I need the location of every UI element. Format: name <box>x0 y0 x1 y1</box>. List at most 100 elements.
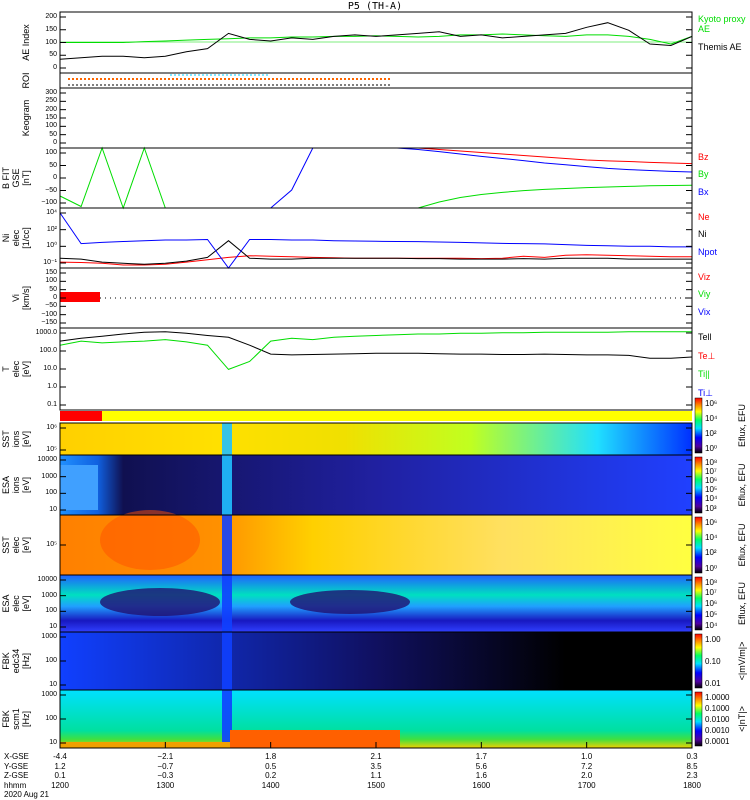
mode-bar-red <box>60 411 102 421</box>
series-line-npot <box>59 212 692 269</box>
colorbar-sst-elec <box>694 516 703 574</box>
y-tick-label: 200 <box>45 105 57 113</box>
ylabel-esa-elec: ESA <box>1 594 11 612</box>
y-tick-label: 1000 <box>41 591 57 599</box>
date-label: 2020 Aug 21 <box>4 790 49 799</box>
colorbar-fbk-edc34 <box>694 633 703 689</box>
y-tick-label: 150 <box>45 269 57 276</box>
panel-frame-roi <box>59 72 693 89</box>
colorbar-label: Eflux, EFU <box>737 582 747 625</box>
panel-frame-keogram <box>59 87 693 149</box>
legend-ni: Ni <box>698 229 707 240</box>
colorbar-tick-label: 0.0001 <box>705 736 730 746</box>
panel-frame-ni <box>59 207 693 269</box>
y-tick-label: 0 <box>53 294 57 301</box>
y-tick-label: 100 <box>45 607 57 615</box>
y-tick-label: 50 <box>49 51 57 59</box>
sst-elec-blob <box>100 510 200 570</box>
x-axis-value: 0.5 <box>265 761 277 771</box>
colorbar-tick-label: 0.0100 <box>705 714 730 724</box>
y-tick-label: 300 <box>45 89 57 96</box>
x-axis-value: 7.2 <box>581 761 593 771</box>
y-tick-label: 10.0 <box>43 365 57 372</box>
y-tick-label: 1.0 <box>47 383 57 390</box>
colorbar-label: Eflux, EFU <box>737 404 747 447</box>
colorbar-tick-label: 1.0000 <box>705 692 730 702</box>
colorbar-label: Eflux, EFU <box>737 463 747 506</box>
ylabel2-fbk-scm1: scm1 <box>11 708 21 730</box>
ylabel-sst-elec: SST <box>1 536 11 554</box>
spectrogram-feature <box>222 632 232 690</box>
ylabel3-esa-elec: [eV] <box>21 595 31 611</box>
y-tick-label: 10⁵ <box>46 541 57 548</box>
colorbar-tick-label: 10⁴ <box>705 494 718 504</box>
y-tick-label: 100 <box>45 149 57 156</box>
colorbar-tick-label: 10⁸ <box>705 457 718 467</box>
ylabel-ae: AE Index <box>21 24 31 61</box>
x-axis-value: 2.0 <box>581 771 593 780</box>
colorbar-tick-label: 10⁶ <box>705 517 718 527</box>
y-tick-label: 1000.0 <box>35 329 57 336</box>
colorbar-tick-label: 10⁶ <box>705 398 718 408</box>
colorbar-tick-label: 10³ <box>705 503 717 513</box>
y-tick-label: 250 <box>45 97 57 105</box>
ylabel-ni: Ni <box>1 234 11 243</box>
series-line-ni <box>59 240 692 265</box>
y-tick-label: −50 <box>45 186 57 194</box>
y-tick-label: −100 <box>41 199 57 206</box>
x-axis-value: 1500 <box>367 780 385 790</box>
spectrogram-sst-ions <box>60 423 692 455</box>
colorbar-tick-label: 10² <box>705 428 717 438</box>
legend-viy: Viy <box>698 289 711 300</box>
x-axis-value: 1.7 <box>475 752 487 761</box>
colorbar-label: <|mV/m|> <box>737 642 747 681</box>
y-tick-label: 10 <box>49 739 57 746</box>
colorbar-tick-label: 10⁶ <box>705 475 718 485</box>
y-tick-label: 100 <box>45 715 57 722</box>
y-tick-label: 50 <box>49 285 57 293</box>
x-axis-value: 1.2 <box>54 761 66 771</box>
x-axis-value: -4.4 <box>53 752 67 761</box>
x-axis-value: 1300 <box>156 780 175 790</box>
y-tick-label: 1000 <box>41 472 57 480</box>
y-tick-label: 10⁴ <box>46 209 57 216</box>
fbk-scm-burst <box>230 730 400 748</box>
legend-vix: Vix <box>698 306 711 317</box>
x-axis-value: 3.5 <box>370 761 382 771</box>
y-tick-label: 150 <box>45 114 57 121</box>
colorbar-tick-label: 10⁵ <box>705 609 718 619</box>
legend-kyotoproxyae: Kyoto proxy AE <box>698 14 746 34</box>
colorbar-tick-label: 0.0010 <box>705 725 730 735</box>
colorbar-tick-label: 10⁴ <box>705 532 718 542</box>
vi-noise <box>60 292 100 302</box>
spectrogram-feature <box>222 455 232 515</box>
x-axis-value: 1200 <box>51 780 69 790</box>
y-tick-label: 10 <box>49 681 57 688</box>
series-line-by <box>59 146 693 210</box>
x-axis-row-label: Y-GSE <box>4 761 29 771</box>
y-tick-label: 10 <box>49 506 57 513</box>
legend-bz: Bz <box>698 152 709 162</box>
ylabel3-esa-ions: [eV] <box>21 477 31 493</box>
y-tick-label: 1000 <box>41 633 57 640</box>
y-tick-label: 150 <box>45 25 57 33</box>
x-axis-value: 1.1 <box>370 771 382 780</box>
y-tick-label: 0 <box>53 64 57 71</box>
x-axis-value: −0.7 <box>157 761 174 771</box>
y-tick-label: 200 <box>45 13 57 20</box>
legend-ti: Ti⊥ <box>698 387 714 398</box>
colorbar-tick-label: 10² <box>705 548 717 558</box>
ylabel3-sst-elec: [eV] <box>21 537 31 553</box>
x-axis-value: 2.1 <box>370 752 382 761</box>
esa-ions-early <box>60 465 98 510</box>
x-axis-value: 1.8 <box>265 752 277 761</box>
ylabel-ti: T <box>1 366 11 372</box>
colorbar-esa-ions <box>694 456 703 514</box>
colorbar-tick-label: 10⁷ <box>705 588 717 598</box>
ylabel3-ti: [eV] <box>21 361 31 377</box>
ylabel3-bfit: [nT] <box>21 170 31 186</box>
series-line-themisae <box>59 22 693 60</box>
mode-bar-yellow <box>60 411 692 421</box>
y-tick-label: 10000 <box>37 576 57 583</box>
